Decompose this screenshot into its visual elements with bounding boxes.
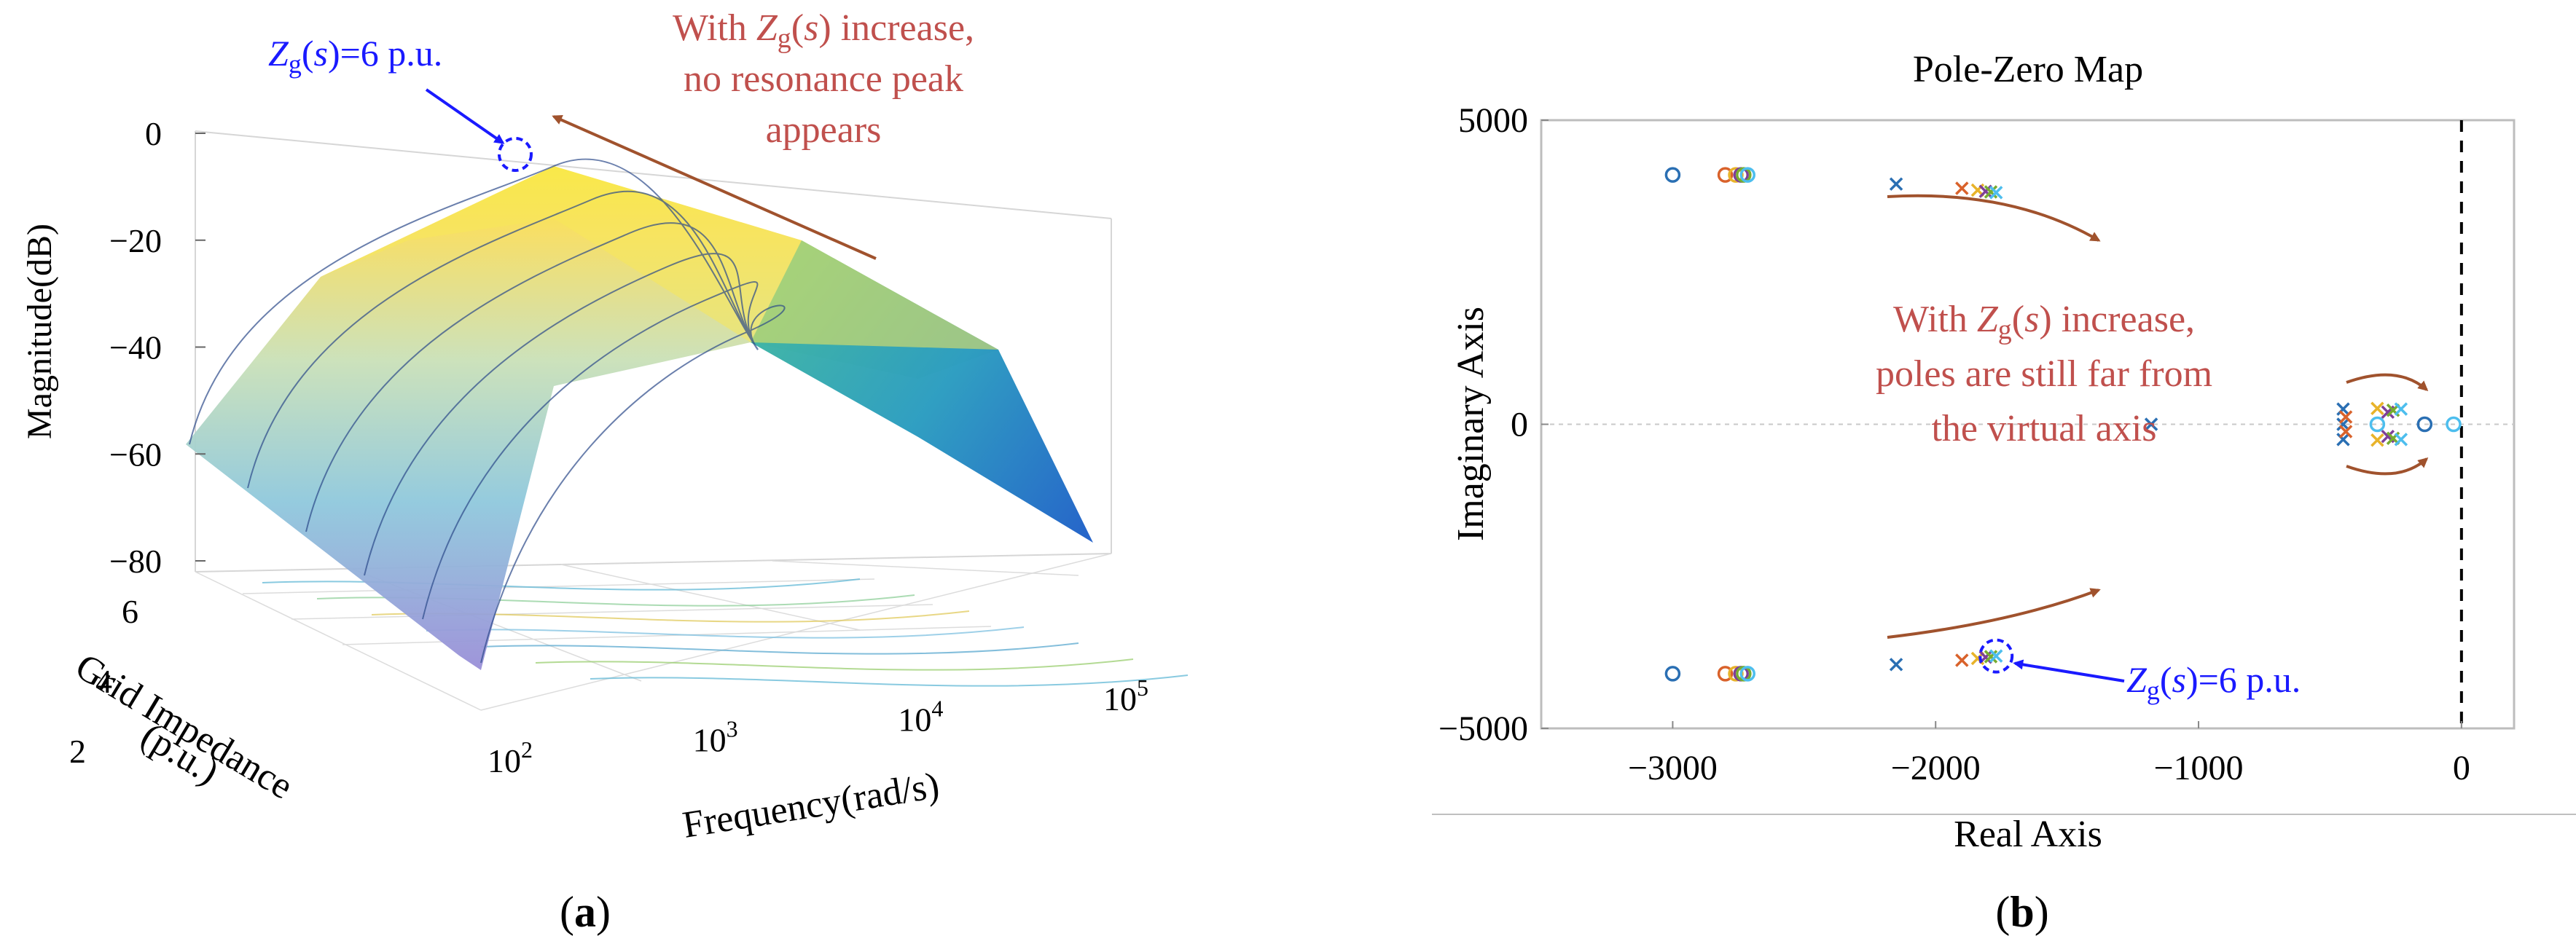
floor-contour-line [535, 658, 1134, 671]
panel-a-label: (a) [560, 888, 611, 936]
surface-ridge [321, 166, 998, 350]
pole-marker [1889, 177, 1903, 191]
trend-arrow [552, 115, 877, 260]
grid-impedance-tick-label: 6 [122, 593, 138, 630]
z-tick-label: 0 [145, 115, 162, 152]
pole-marker [1955, 653, 1969, 667]
surface-mesh-line [480, 304, 786, 664]
real-axis-label: Real Axis [1954, 814, 2102, 855]
imaginary-axis-ticks: 5000 0 −5000 [1438, 101, 1549, 748]
trend-arrow-upper [1887, 194, 2101, 242]
floor-contour-line [590, 674, 1189, 687]
z-axis-label: Magnitude(dB) [20, 224, 59, 439]
z-tick-label: −60 [109, 436, 162, 473]
frequency-tick-label: 105 [1103, 674, 1148, 717]
pole-marker [2371, 433, 2384, 447]
surface-mesh [189, 158, 786, 664]
real-axis-tick-label: 0 [2453, 749, 2470, 787]
pole-marker [1984, 650, 1998, 664]
z-axis-ticks: 0 −20 −40 −60 −80 [109, 115, 205, 580]
surface-mesh-line [364, 253, 759, 576]
z-tick-label: −40 [109, 329, 162, 366]
real-axis-tick-label: −1000 [2153, 749, 2243, 787]
trend-annotation-line1: With Zg(s) increase, [1893, 299, 2195, 345]
peak-marker-label: Zg(s)=6 p.u. [268, 33, 442, 79]
zero-marker [2369, 416, 2386, 433]
surface-mesh-line [247, 190, 759, 489]
pole-marker [1978, 184, 1993, 198]
pole-marker [2394, 433, 2408, 447]
real-axis-tick-label: −2000 [1891, 749, 1981, 787]
zero-marker [1728, 666, 1744, 682]
panel-b-label: (b) [1995, 888, 2048, 936]
panel-a-surface-plot: 0 −20 −40 −60 −80 246 102 103 104 105 Magnitude… [20, 7, 1189, 936]
real-axis-ticks: −3000 −2000 −1000 0 [1628, 721, 2470, 787]
imaginary-axis-tick-label: −5000 [1438, 709, 1528, 748]
zero-marker [2416, 416, 2433, 433]
pole-marker [2144, 417, 2158, 431]
trend-annotation-line3: appears [766, 109, 882, 151]
z-tick-label: −80 [109, 543, 162, 580]
imaginary-axis-tick-label: 0 [1511, 406, 1528, 444]
pole-marker [2338, 410, 2353, 424]
surface-mesh-line [305, 222, 759, 532]
pole-marker [2336, 402, 2350, 416]
frequency-ticks: 102 103 104 105 [488, 674, 1148, 779]
pole-marker [1889, 658, 1903, 672]
zero-marker [1717, 167, 1734, 183]
surface-mesh-line [189, 158, 759, 445]
grid-impedance-ticks: 246 [69, 593, 138, 770]
pole-marker [1989, 186, 2003, 200]
peak-marker-circle [498, 137, 533, 172]
trend-arrow-lower [1887, 588, 2101, 639]
trend-annotation-line1: With Zg(s) increase, [673, 7, 974, 54]
zero-marker [1739, 167, 1755, 183]
floor-contour-line [426, 626, 1025, 639]
chart-title: Pole-Zero Map [1913, 49, 2143, 90]
pole-marker [1955, 181, 1969, 195]
zero-marker [1728, 167, 1744, 183]
pole-marker [2394, 402, 2408, 416]
zero-marker [1717, 666, 1734, 682]
imaginary-axis-label: Imaginary Axis [1450, 307, 1492, 541]
peak-marker-arrow [425, 88, 505, 144]
frequency-tick-label: 102 [488, 736, 533, 779]
pole-marker [2336, 417, 2350, 431]
pole-zero-markers [1664, 167, 2462, 682]
grid-impedance-tick-label: 2 [69, 733, 86, 770]
zero-marker [1664, 167, 1681, 183]
imaginary-axis-tick-label: 5000 [1458, 101, 1528, 140]
zero-marker [2446, 416, 2462, 433]
frequency-tick-label: 103 [693, 716, 738, 759]
trend-annotation-line2: no resonance peak [684, 58, 963, 100]
plot-frame [1540, 119, 2516, 730]
zero-marker [1664, 666, 1681, 682]
pole-marker [2338, 425, 2353, 438]
pole-marker [1989, 649, 2003, 663]
zg6-marker-circle [1978, 638, 2014, 674]
pole-marker [1984, 185, 1998, 199]
grid-impedance-tick-label: 4 [95, 663, 112, 700]
trend-annotation-line2: poles are still far from [1876, 353, 2212, 395]
surface-mesh-line [422, 281, 759, 620]
zg6-marker-label: Zg(s)=6 p.u. [2126, 659, 2301, 705]
trend-arrow-origin-lower [2346, 457, 2429, 476]
trend-annotation-line3: the virtual axis [1931, 408, 2156, 449]
pole-marker [2371, 401, 2384, 416]
frequency-tick-label: 104 [898, 695, 943, 738]
real-axis-tick-label: −3000 [1628, 749, 1718, 787]
trend-arrow-origin-upper [2346, 373, 2429, 391]
floor-contour-line [262, 578, 861, 591]
grid-impedance-label-line1: Grid Impedance [68, 645, 300, 807]
frequency-axis-label: Frequency(rad/s) [680, 765, 942, 846]
z-tick-label: −20 [109, 222, 162, 259]
panel-b-pole-zero-map: −3000 −2000 −1000 0 5000 0 −5000 Pole-Zero Ma… [1432, 49, 2576, 936]
pole-marker [2336, 433, 2350, 447]
floor-contour-line [480, 642, 1079, 655]
zero-marker [1739, 666, 1755, 682]
zg6-marker-arrow [2013, 659, 2125, 682]
